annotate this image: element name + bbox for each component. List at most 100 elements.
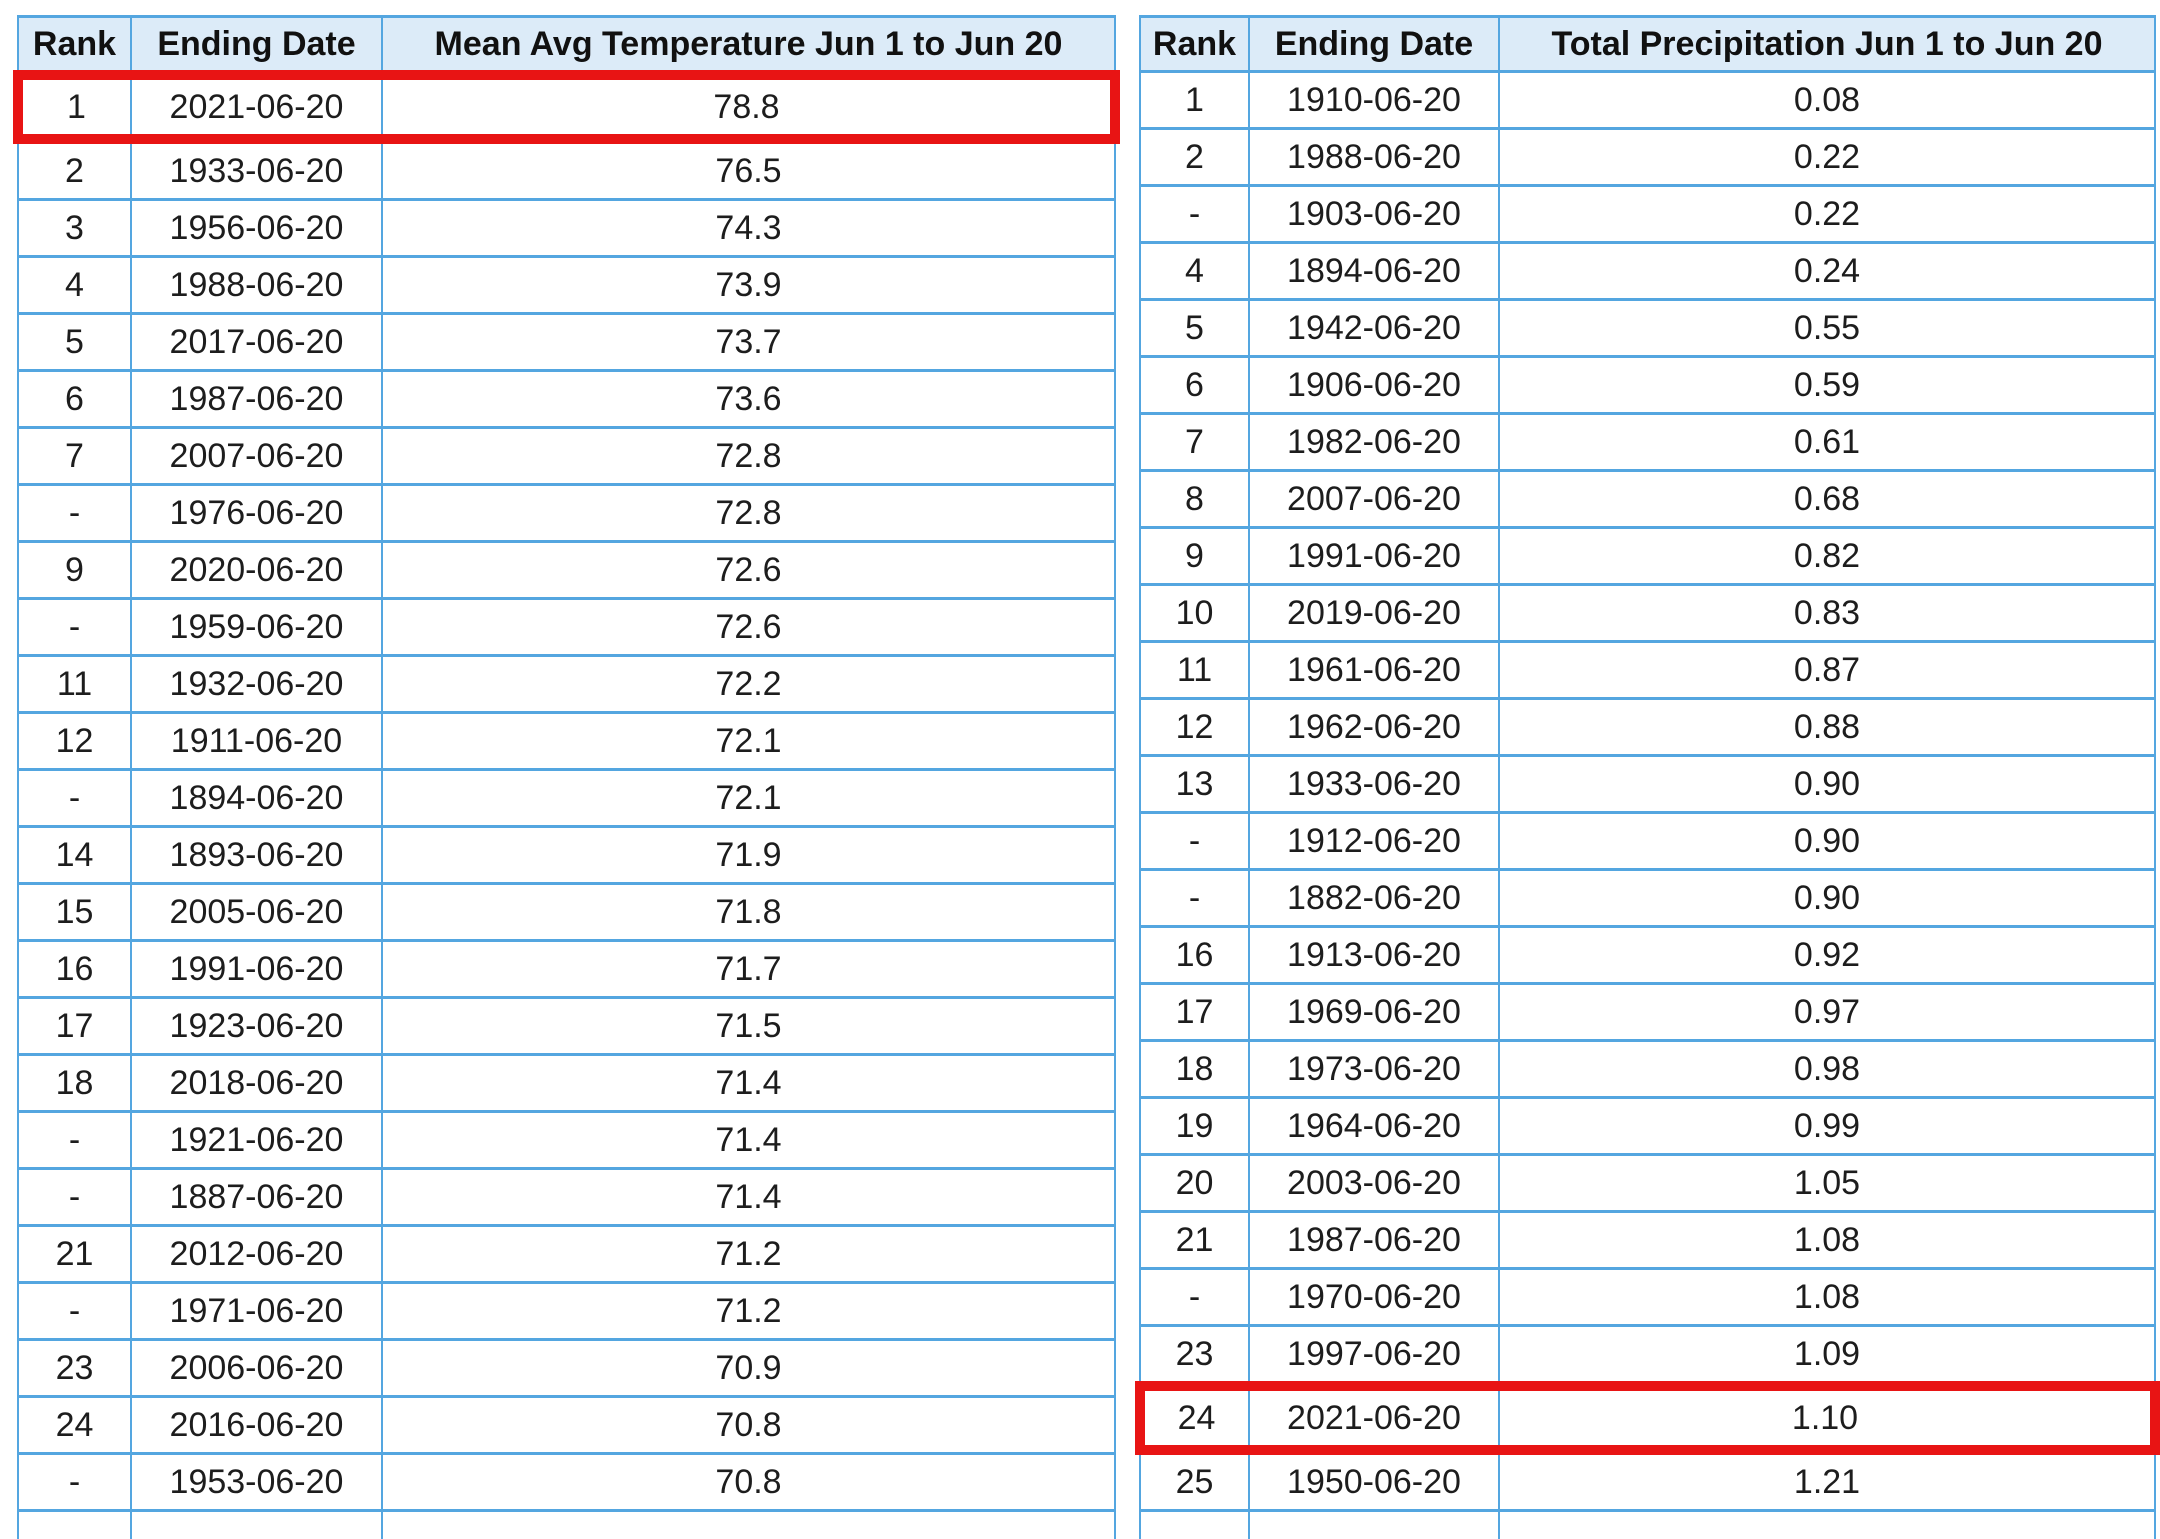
table-cell: 2018-06-20	[130, 1053, 383, 1113]
table-cell	[1498, 1509, 2156, 1539]
table-row: 24 2016-06-20 70.8	[17, 1395, 1116, 1455]
table-row: -1882-06-20 0.90	[1139, 868, 2156, 928]
table-row: 14 1893-06-20 71.9	[17, 825, 1116, 885]
table-cell: 2021-06-20	[130, 70, 383, 144]
table-cell: 24	[1135, 1381, 1250, 1455]
table-cell: -	[17, 1167, 132, 1227]
table-cell	[130, 1509, 383, 1539]
table-cell: 1976-06-20	[130, 483, 383, 543]
table-row: 2 1988-06-20 0.22	[1139, 127, 2156, 187]
table-row: 23 1997-06-20 1.09	[1139, 1324, 2156, 1388]
column-header-rank: Rank	[1139, 15, 1250, 73]
table-cell: 16	[1139, 925, 1250, 985]
table-cell: 2	[17, 137, 132, 201]
table-cell: 6	[1139, 355, 1250, 415]
table-row: 6 1906-06-20 0.59	[1139, 355, 2156, 415]
table-cell: 2012-06-20	[130, 1224, 383, 1284]
table-cell: 1912-06-20	[1248, 811, 1500, 871]
table-cell: 1906-06-20	[1248, 355, 1500, 415]
table-cell: 0.88	[1498, 697, 2156, 757]
table-cell: 9	[1139, 526, 1250, 586]
table-cell: 72.1	[381, 711, 1116, 771]
table-cell: 71.4	[381, 1053, 1116, 1113]
table-row: -1970-06-20 1.08	[1139, 1267, 2156, 1327]
table-row: 16 1913-06-20 0.92	[1139, 925, 2156, 985]
table-cell: 1933-06-20	[130, 137, 383, 201]
table-cell: 1910-06-20	[1248, 70, 1500, 130]
table-cell: 2021-06-20	[1248, 1381, 1500, 1455]
table-cell: 2017-06-20	[130, 312, 383, 372]
table-row: 13 1933-06-20 0.90	[1139, 754, 2156, 814]
column-header-ending-date: Ending Date	[1248, 15, 1500, 73]
table-cell: 4	[1139, 241, 1250, 301]
table-cell: 1887-06-20	[130, 1167, 383, 1227]
table-row: 8 2007-06-20 0.68	[1139, 469, 2156, 529]
table-row: 11 1961-06-20 0.87	[1139, 640, 2156, 700]
table-cell: -	[17, 1110, 132, 1170]
table-cell: 18	[17, 1053, 132, 1113]
table-cell: 3	[17, 198, 132, 258]
table-cell: 0.22	[1498, 127, 2156, 187]
table-row: 4 1894-06-20 0.24	[1139, 241, 2156, 301]
table-row: 21 1987-06-20 1.08	[1139, 1210, 2156, 1270]
table-row: 20 2003-06-20 1.05	[1139, 1153, 2156, 1213]
table-cell: -	[1139, 1267, 1250, 1327]
table-cell: 70.8	[381, 1452, 1116, 1512]
temperature-rank-table: Rank Ending Date Mean Avg Temperature Ju…	[13, 15, 1120, 1539]
table-cell: 71.2	[381, 1224, 1116, 1284]
table-cell: 72.6	[381, 597, 1116, 657]
column-header-mean-avg-temperature: Mean Avg Temperature Jun 1 to Jun 20	[381, 15, 1116, 77]
table-row: -1921-06-20 71.4	[17, 1110, 1116, 1170]
table-cell: 1893-06-20	[130, 825, 383, 885]
table-cell: 1997-06-20	[1248, 1324, 1500, 1388]
table-cell: 72.2	[381, 654, 1116, 714]
table-cell: 0.87	[1498, 640, 2156, 700]
table-cell: 0.82	[1498, 526, 2156, 586]
table-cell: 1921-06-20	[130, 1110, 383, 1170]
table-cell: 71.4	[381, 1167, 1116, 1227]
table-cell: 71.7	[381, 939, 1116, 999]
table-cell: 0.22	[1498, 184, 2156, 244]
table-row: 4 1988-06-20 73.9	[17, 255, 1116, 315]
table-row: 10 2019-06-20 0.83	[1139, 583, 2156, 643]
table-cell: -	[17, 768, 132, 828]
table-cell: 0.61	[1498, 412, 2156, 472]
table-cell: 2	[1139, 127, 1250, 187]
table-cell: 14	[17, 825, 132, 885]
table-cell: 23	[1139, 1324, 1250, 1388]
table-cell: 78.8	[381, 70, 1120, 144]
table-cell: 21	[1139, 1210, 1250, 1270]
table-cell: 5	[17, 312, 132, 372]
table-cell: 0.90	[1498, 868, 2156, 928]
table-cell: 0.98	[1498, 1039, 2156, 1099]
table-cell: 0.24	[1498, 241, 2156, 301]
table-row: 17 1923-06-20 71.5	[17, 996, 1116, 1056]
table-cell: 13	[1139, 754, 1250, 814]
table-cell: 1964-06-20	[1248, 1096, 1500, 1156]
table-cell	[1248, 1509, 1500, 1539]
table-cell: -	[17, 1452, 132, 1512]
table-row: 2 1933-06-20 76.5	[17, 137, 1116, 201]
table-cell: 1.10	[1498, 1381, 2160, 1455]
table-cell: 1970-06-20	[1248, 1267, 1500, 1327]
table-row: 16 1991-06-20 71.7	[17, 939, 1116, 999]
table-cell: 4	[17, 255, 132, 315]
table-cell: 72.1	[381, 768, 1116, 828]
table-row: 12 1962-06-20 0.88	[1139, 697, 2156, 757]
table-row: 11 1932-06-20 72.2	[17, 654, 1116, 714]
table-row: 5 1942-06-20 0.55	[1139, 298, 2156, 358]
table-cell: 1988-06-20	[130, 255, 383, 315]
table-cell: -	[1139, 811, 1250, 871]
table-row: 1 1910-06-20 0.08	[1139, 70, 2156, 130]
table-cell: 2019-06-20	[1248, 583, 1500, 643]
table-cell: 5	[1139, 298, 1250, 358]
table-cell: 70.9	[381, 1338, 1116, 1398]
table-cell: 6	[17, 369, 132, 429]
column-header-ending-date: Ending Date	[130, 15, 383, 77]
table-cell: 0.90	[1498, 811, 2156, 871]
table-cell: 72.6	[381, 540, 1116, 600]
column-header-total-precipitation: Total Precipitation Jun 1 to Jun 20	[1498, 15, 2156, 73]
table-cell	[17, 1509, 132, 1539]
table-cell: 11	[17, 654, 132, 714]
table-cell: 21	[17, 1224, 132, 1284]
